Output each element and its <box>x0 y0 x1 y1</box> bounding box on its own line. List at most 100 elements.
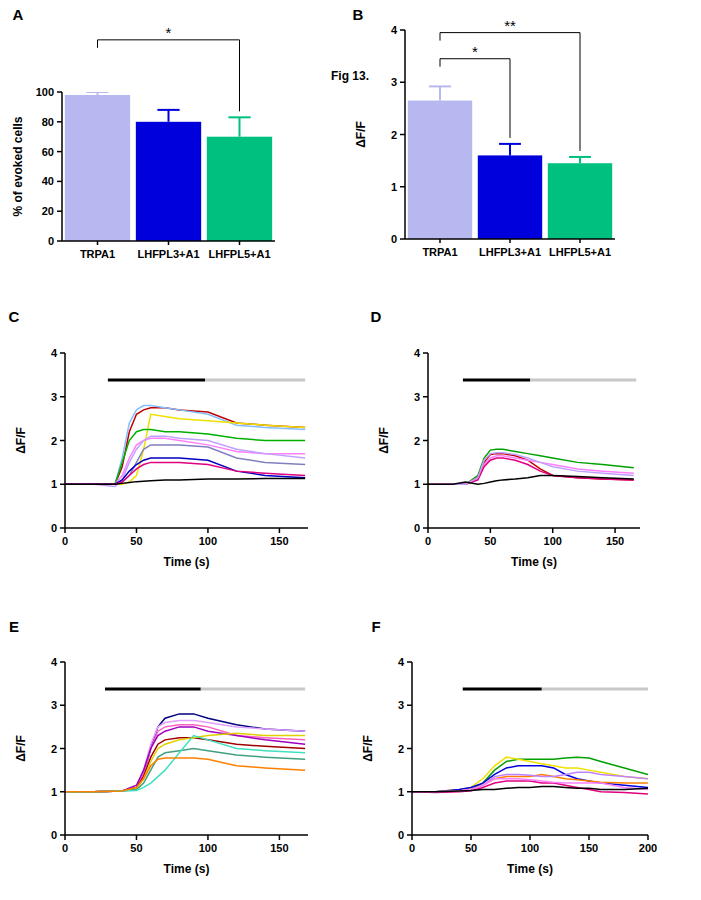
y-axis-label: ΔF/F <box>377 427 391 454</box>
x-axis-label: Time (s) <box>511 555 557 569</box>
trace <box>65 733 305 791</box>
panel-label: D <box>371 308 382 325</box>
y-tick-label: 2 <box>414 435 420 447</box>
panel: F01234ΔF/F050100150200Time (s) <box>361 618 657 876</box>
trace <box>65 430 305 485</box>
significance-bracket <box>440 59 510 138</box>
stimulus-bar <box>542 688 648 691</box>
y-axis-label: ΔF/F <box>14 427 28 454</box>
bar <box>65 95 130 241</box>
y-axis <box>411 662 413 835</box>
trace <box>65 727 305 792</box>
y-tick-label: 0 <box>51 829 57 841</box>
trace <box>428 476 634 485</box>
error-bar <box>157 110 179 122</box>
bars <box>65 92 272 241</box>
y-tick-label: 2 <box>51 435 57 447</box>
y-tick-label: 0 <box>391 233 397 245</box>
stimulus-bar <box>205 379 305 382</box>
traces <box>428 449 634 484</box>
trace <box>65 758 305 792</box>
error-stem <box>168 110 170 122</box>
y-axis <box>404 30 406 239</box>
trace <box>412 774 648 791</box>
panel: B01234ΔF/FTRPA1LHFPL3+A1LHFPL5+A1Fig 13.… <box>331 6 615 258</box>
x-axis <box>405 238 615 240</box>
x-tick-label: 100 <box>544 535 562 547</box>
significance-label: * <box>166 24 172 41</box>
y-tick-label: 3 <box>391 76 397 88</box>
y-tick-label: 100 <box>36 86 54 98</box>
panel-label: B <box>353 6 364 23</box>
y-tick-label: 4 <box>398 656 405 668</box>
x-tick-label: 100 <box>199 535 217 547</box>
y-tick-label: 0 <box>48 235 54 247</box>
error-bar <box>429 86 451 100</box>
category-label: LHFPL5+A1 <box>549 246 611 258</box>
y-tick-label: 4 <box>414 347 421 359</box>
error-bar <box>86 92 108 95</box>
bar <box>207 137 272 241</box>
x-tick-label: 150 <box>580 842 598 854</box>
x-axis <box>412 834 648 836</box>
trace <box>428 453 634 485</box>
trace <box>65 406 305 485</box>
trace <box>412 772 648 791</box>
x-tick-label: 50 <box>484 535 496 547</box>
trace <box>412 781 648 794</box>
trace <box>412 766 648 792</box>
y-tick-label: 1 <box>391 181 397 193</box>
y-tick-label: 4 <box>391 24 398 36</box>
y-tick-label: 1 <box>51 478 57 490</box>
panel: D01234ΔF/F050100150Time (s) <box>371 308 640 569</box>
bar <box>478 155 542 239</box>
x-tick-label: 0 <box>409 842 415 854</box>
y-axis <box>61 92 63 241</box>
y-axis <box>427 353 429 528</box>
trace <box>65 408 305 485</box>
traces <box>65 714 305 792</box>
y-tick-label: 2 <box>398 743 404 755</box>
trace <box>412 757 648 792</box>
y-tick-label: 3 <box>398 699 404 711</box>
trace <box>65 736 305 792</box>
stimulus-bar <box>530 379 636 382</box>
x-axis <box>65 834 308 836</box>
error-cap <box>157 109 179 111</box>
error-stem <box>439 86 441 100</box>
trace <box>428 454 634 485</box>
y-tick-label: 4 <box>51 656 58 668</box>
category-label: TRPA1 <box>422 246 457 258</box>
x-tick-label: 50 <box>130 535 142 547</box>
bar <box>548 163 612 239</box>
traces <box>412 757 648 794</box>
error-bar <box>569 157 591 163</box>
x-tick-label: 50 <box>465 842 477 854</box>
significance-label: * <box>472 43 478 60</box>
panel: A020406080100% of evoked cellsTRPA1LHFPL… <box>11 6 275 260</box>
x-tick-label: 150 <box>270 842 288 854</box>
error-stem <box>239 117 241 136</box>
x-tick-label: 0 <box>62 842 68 854</box>
traces <box>65 406 305 487</box>
significance-label: ** <box>504 17 516 34</box>
stimulus-bar <box>463 379 530 382</box>
y-tick-label: 40 <box>42 175 54 187</box>
error-stem <box>509 144 511 155</box>
stimulus-bar <box>201 688 305 691</box>
trace <box>428 449 634 484</box>
y-tick-label: 1 <box>414 478 420 490</box>
x-tick-label: 150 <box>270 535 288 547</box>
y-tick-label: 1 <box>398 786 404 798</box>
x-axis-label: Time (s) <box>164 555 210 569</box>
x-axis-label: Time (s) <box>507 862 553 876</box>
error-cap <box>499 143 521 145</box>
y-tick-label: 3 <box>51 699 57 711</box>
category-label: LHFPL3+A1 <box>479 246 541 258</box>
panel-label: F <box>371 618 380 635</box>
x-tick-label: 50 <box>130 842 142 854</box>
error-cap <box>569 156 591 158</box>
trace <box>412 757 648 792</box>
x-axis <box>428 527 640 529</box>
panel-label: A <box>13 6 24 23</box>
